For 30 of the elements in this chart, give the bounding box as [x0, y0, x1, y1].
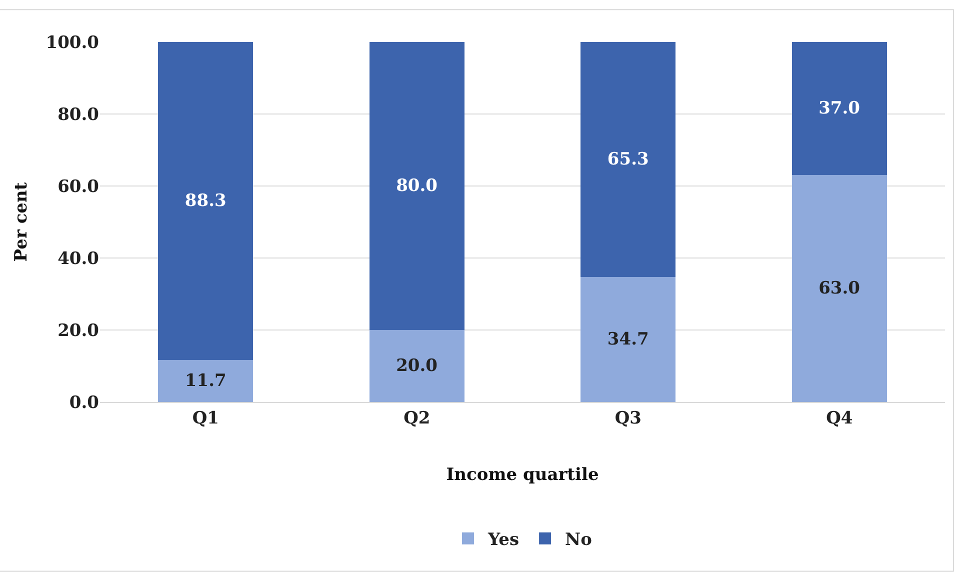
y-tick-label: 0.0 [69, 392, 100, 413]
bar [369, 330, 464, 402]
y-axis-title: Per cent [11, 182, 32, 262]
bar [580, 277, 676, 402]
bar [792, 42, 887, 176]
data-label: 11.7 [184, 370, 226, 391]
data-label: 37.0 [818, 98, 860, 119]
x-axis-title: Income quartile [446, 464, 599, 485]
y-tick-label: 60.0 [58, 176, 100, 197]
data-label: 20.0 [396, 356, 438, 376]
bar [369, 42, 464, 330]
legend-label: Yes [487, 530, 520, 550]
legend-label: No [565, 530, 592, 550]
bar [580, 42, 676, 278]
data-label: 34.7 [607, 330, 649, 350]
x-tick-label: Q4 [826, 408, 853, 428]
y-tick-label: 20.0 [58, 320, 100, 341]
bar [158, 360, 254, 402]
y-tick-label: 80.0 [58, 104, 100, 125]
data-label: 65.3 [607, 150, 649, 170]
x-tick-label: Q1 [192, 408, 219, 428]
y-tick-label: 40.0 [58, 248, 100, 269]
x-tick-label: Q3 [614, 408, 642, 428]
bar [792, 175, 887, 402]
data-label: 63.0 [818, 278, 860, 299]
x-tick-label: Q2 [404, 408, 430, 428]
data-label: 80.0 [396, 176, 438, 196]
data-label: 88.3 [184, 190, 226, 211]
y-tick-label: 100.0 [46, 32, 100, 53]
bar [158, 42, 254, 360]
